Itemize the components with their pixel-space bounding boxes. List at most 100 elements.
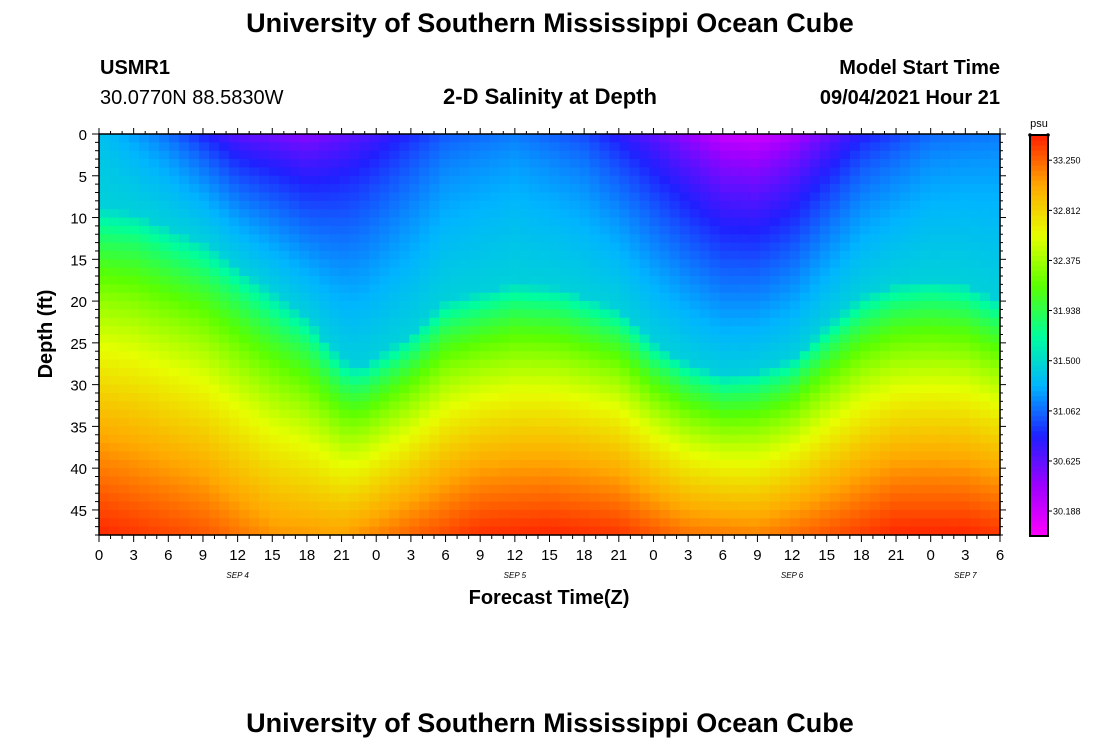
heatmap-cell bbox=[99, 426, 110, 436]
heatmap-cell bbox=[909, 209, 921, 219]
heatmap-cell bbox=[609, 317, 621, 327]
heatmap-cell bbox=[679, 401, 691, 411]
heatmap-cell bbox=[759, 184, 771, 194]
heatmap-cell bbox=[649, 167, 661, 177]
heatmap-cell bbox=[459, 150, 471, 160]
heatmap-cell bbox=[249, 342, 260, 352]
heatmap-cell bbox=[679, 175, 691, 185]
heatmap-cell bbox=[839, 518, 851, 528]
heatmap-cell bbox=[289, 317, 300, 327]
heatmap-cell bbox=[279, 443, 290, 453]
heatmap-cell bbox=[599, 401, 611, 411]
heatmap-cell bbox=[619, 392, 631, 402]
heatmap-cell bbox=[909, 259, 921, 269]
colorbar-swatch bbox=[1030, 215, 1048, 221]
heatmap-cell bbox=[429, 451, 440, 461]
heatmap-cell bbox=[299, 209, 310, 219]
heatmap-cell bbox=[479, 526, 491, 536]
heatmap-cell bbox=[379, 476, 390, 486]
heatmap-cell bbox=[699, 317, 711, 327]
page-title: University of Southern Mississippi Ocean… bbox=[246, 8, 854, 38]
heatmap-cell bbox=[819, 468, 831, 478]
heatmap-cell bbox=[159, 225, 170, 235]
heatmap-cell bbox=[809, 409, 821, 419]
colorbar-swatch bbox=[1030, 250, 1048, 256]
heatmap-cell bbox=[719, 267, 731, 277]
heatmap-cell bbox=[359, 142, 370, 152]
heatmap-cell bbox=[269, 292, 280, 302]
heatmap-cell bbox=[649, 342, 661, 352]
heatmap-cell bbox=[749, 150, 761, 160]
colorbar-swatch bbox=[1030, 320, 1048, 327]
heatmap-cell bbox=[279, 217, 290, 227]
heatmap-cell bbox=[139, 334, 150, 344]
heatmap-cell bbox=[149, 418, 160, 427]
heatmap-cell bbox=[549, 384, 561, 394]
heatmap-cell bbox=[149, 359, 160, 369]
heatmap-cell bbox=[819, 192, 831, 202]
heatmap-cell bbox=[289, 443, 300, 453]
heatmap-cell bbox=[549, 342, 561, 352]
heatmap-cell bbox=[789, 209, 801, 219]
heatmap-cell bbox=[959, 167, 971, 177]
heatmap-cell bbox=[679, 451, 691, 461]
heatmap-cell bbox=[589, 334, 601, 344]
heatmap-cell bbox=[799, 209, 811, 219]
heatmap-cell bbox=[599, 134, 611, 143]
heatmap-cell bbox=[119, 418, 130, 427]
heatmap-cell bbox=[159, 434, 170, 444]
heatmap-cell bbox=[749, 284, 761, 294]
heatmap-cell bbox=[129, 509, 140, 519]
heatmap-cell bbox=[769, 334, 781, 344]
heatmap-cell bbox=[599, 175, 611, 185]
heatmap-cell bbox=[399, 443, 410, 453]
heatmap-cell bbox=[329, 476, 340, 486]
heatmap-cell bbox=[399, 384, 410, 394]
heatmap-cell bbox=[549, 367, 561, 377]
heatmap-cell bbox=[629, 501, 641, 511]
heatmap-cell bbox=[459, 175, 471, 185]
heatmap-cell bbox=[899, 401, 911, 411]
heatmap-cell bbox=[99, 434, 110, 444]
heatmap-cell bbox=[279, 267, 290, 277]
heatmap-cell bbox=[449, 150, 460, 160]
heatmap-cell bbox=[329, 284, 340, 294]
heatmap-cell bbox=[789, 376, 801, 386]
y-tick-label: 0 bbox=[79, 127, 87, 144]
heatmap-cell bbox=[769, 301, 781, 311]
heatmap-cell bbox=[389, 250, 400, 260]
heatmap-cell bbox=[539, 225, 551, 235]
heatmap-cell bbox=[729, 401, 741, 411]
heatmap-cell bbox=[99, 159, 110, 169]
heatmap-cell bbox=[509, 526, 521, 536]
heatmap-cell bbox=[119, 184, 130, 194]
heatmap-cell bbox=[829, 409, 841, 419]
heatmap-cell bbox=[369, 509, 380, 519]
heatmap-cell bbox=[689, 159, 701, 169]
heatmap-cell bbox=[449, 443, 460, 453]
heatmap-cell bbox=[829, 225, 841, 235]
heatmap-cell bbox=[429, 468, 440, 478]
heatmap-cell bbox=[859, 359, 871, 369]
heatmap-cell bbox=[429, 376, 440, 386]
heatmap-cell bbox=[159, 317, 170, 327]
heatmap-cell bbox=[709, 359, 721, 369]
heatmap-cell bbox=[679, 134, 691, 143]
heatmap-cell bbox=[289, 242, 300, 252]
heatmap-cell bbox=[159, 150, 170, 160]
heatmap-cell bbox=[479, 476, 491, 486]
heatmap-cell bbox=[629, 376, 641, 386]
heatmap-cell bbox=[719, 351, 731, 361]
heatmap-cell bbox=[949, 493, 961, 503]
heatmap-cell bbox=[899, 175, 911, 185]
heatmap-cell bbox=[409, 501, 420, 511]
heatmap-cell bbox=[569, 317, 581, 327]
heatmap-cell bbox=[609, 150, 621, 160]
heatmap-cell bbox=[669, 267, 681, 277]
heatmap-cell bbox=[869, 459, 881, 469]
heatmap-cell bbox=[459, 426, 471, 436]
heatmap-cell bbox=[739, 192, 751, 202]
heatmap-cell bbox=[469, 276, 481, 285]
heatmap-cell bbox=[839, 134, 851, 143]
heatmap-cell bbox=[229, 434, 240, 444]
